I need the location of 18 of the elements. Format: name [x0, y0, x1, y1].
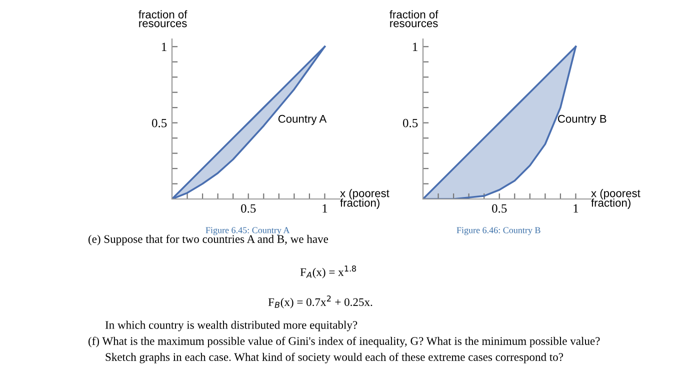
- x-axis-title: x (poorest fraction): [340, 189, 390, 209]
- text: (f) What is the maximum possible value of Gini's index of inequality, G? What is the minimum possible value?: [88, 336, 600, 348]
- text: (e) Suppose that for two countries A and B, we have: [88, 234, 328, 246]
- x-tick-label: 0.5: [241, 204, 256, 213]
- text: F$_{B}$(x) = 0.7x$^{2}$ + 0.25x.: [268, 295, 372, 308]
- text: In which country is wealth distributed more equitably?: [105, 320, 358, 332]
- x-tick-label: 1: [322, 204, 328, 213]
- y-axis-title: fraction of resources: [390, 10, 438, 28]
- annotation: Country B: [558, 114, 606, 125]
- annotation: Country A: [278, 114, 327, 125]
- y-axis-title: fraction of resources: [138, 10, 188, 28]
- x-tick-label: 1: [574, 204, 578, 213]
- text: Sketch graphs in each case. What kind of society would each of these extreme cases correspond to?: [106, 352, 564, 364]
- x-axis-title: x (poorest fraction): [591, 189, 640, 209]
- caption: Figure 6.46: Country B: [456, 227, 540, 236]
- x-tick-label: 0.5: [492, 204, 507, 213]
- caption: Figure 6.45: Country A: [206, 227, 290, 236]
- text: F$_{A}$(x) = x$^{1.8}$: [300, 265, 356, 278]
